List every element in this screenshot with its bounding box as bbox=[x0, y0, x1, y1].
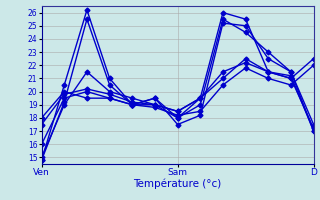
X-axis label: Température (°c): Température (°c) bbox=[133, 179, 222, 189]
